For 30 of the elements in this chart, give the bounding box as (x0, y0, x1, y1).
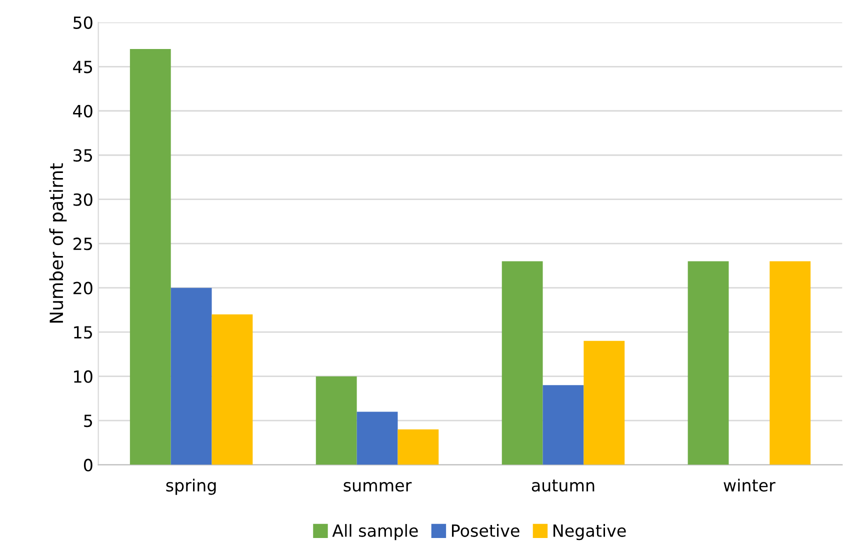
y-tick-label: 45 (73, 60, 92, 74)
y-tick-label: 5 (84, 414, 92, 428)
bar (502, 261, 543, 465)
bar (398, 429, 439, 465)
y-tick-label: 35 (74, 149, 92, 162)
y-tick-label: 0 (84, 458, 92, 472)
y-tick-label: 50 (74, 16, 92, 29)
bar (130, 48, 171, 465)
y-axis-title: Number of patirnt (49, 163, 67, 323)
bar (212, 314, 253, 465)
bar (770, 261, 811, 465)
y-tick-label: 25 (73, 238, 92, 250)
legend-label: All sample (332, 524, 418, 540)
y-tick-label: 40 (73, 104, 92, 118)
x-tick-label: spring (166, 478, 216, 495)
y-tick-label: 15 (74, 326, 92, 339)
bar (356, 412, 398, 465)
bar (316, 376, 357, 465)
legend-label: Negative (554, 524, 626, 540)
y-tick-label: 10 (74, 370, 92, 383)
y-tick-label: 30 (74, 193, 92, 206)
bar (584, 340, 625, 465)
bar (170, 288, 212, 465)
bar (542, 385, 584, 465)
x-tick-label: summer (344, 482, 412, 492)
y-tick-label: 20 (73, 282, 92, 294)
legend-label: Posetive (452, 524, 520, 537)
bar (688, 261, 729, 465)
x-tick-label: autumn (532, 480, 594, 492)
x-tick-label: winter (724, 478, 776, 492)
